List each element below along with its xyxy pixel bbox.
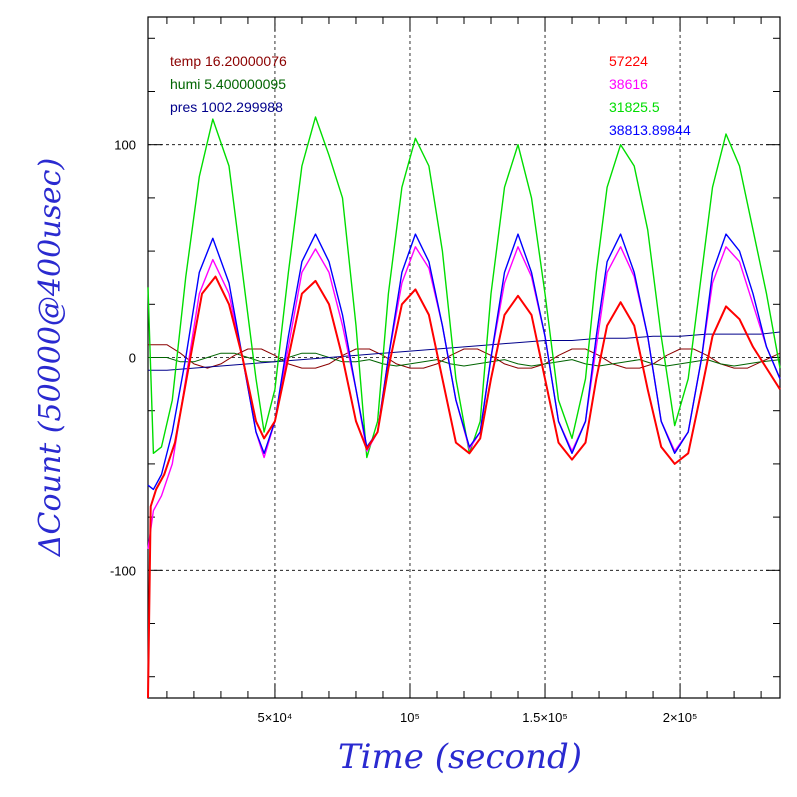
x-tick-label: 1.5×10⁵ [522, 710, 568, 725]
legend-entry-right: 31825.5 [609, 99, 660, 115]
legend-entry-left: pres 1002.299988 [170, 99, 283, 115]
series-line-3 [147, 275, 781, 699]
x-tick-label: 2×10⁵ [663, 710, 698, 725]
legend-entry-left: humi 5.400000095 [170, 76, 286, 92]
series-layer [147, 116, 781, 699]
y-axis-title: ΔCount (50000@400usec) [33, 158, 68, 557]
series-line-0 [147, 116, 781, 459]
series-line-4 [148, 344, 781, 369]
legend-entry-right: 57224 [609, 53, 648, 69]
series-line-6 [148, 331, 781, 371]
axis-ticks [148, 17, 780, 698]
y-tick-label: -100 [110, 563, 136, 578]
x-axis-title: Time (second) [338, 737, 582, 777]
legend-entry-left: temp 16.20000076 [170, 53, 287, 69]
legend-entry-right: 38813.89844 [609, 122, 691, 138]
x-tick-label: 10⁵ [400, 710, 420, 725]
y-tick-label: 100 [114, 138, 136, 153]
legend-entry-right: 38616 [609, 76, 648, 92]
x-tick-label: 5×10⁴ [258, 710, 293, 725]
y-tick-label: 0 [129, 351, 136, 366]
legend-right: 57224 38616 31825.5 38813.89844 [609, 53, 691, 138]
tick-labels: 5×10⁴ 10⁵ 1.5×10⁵ 2×10⁵ 100 0 -100 [110, 138, 697, 725]
series-line-5 [148, 352, 781, 367]
legend-left: temp 16.20000076 humi 5.400000095 pres 100… [170, 53, 287, 115]
